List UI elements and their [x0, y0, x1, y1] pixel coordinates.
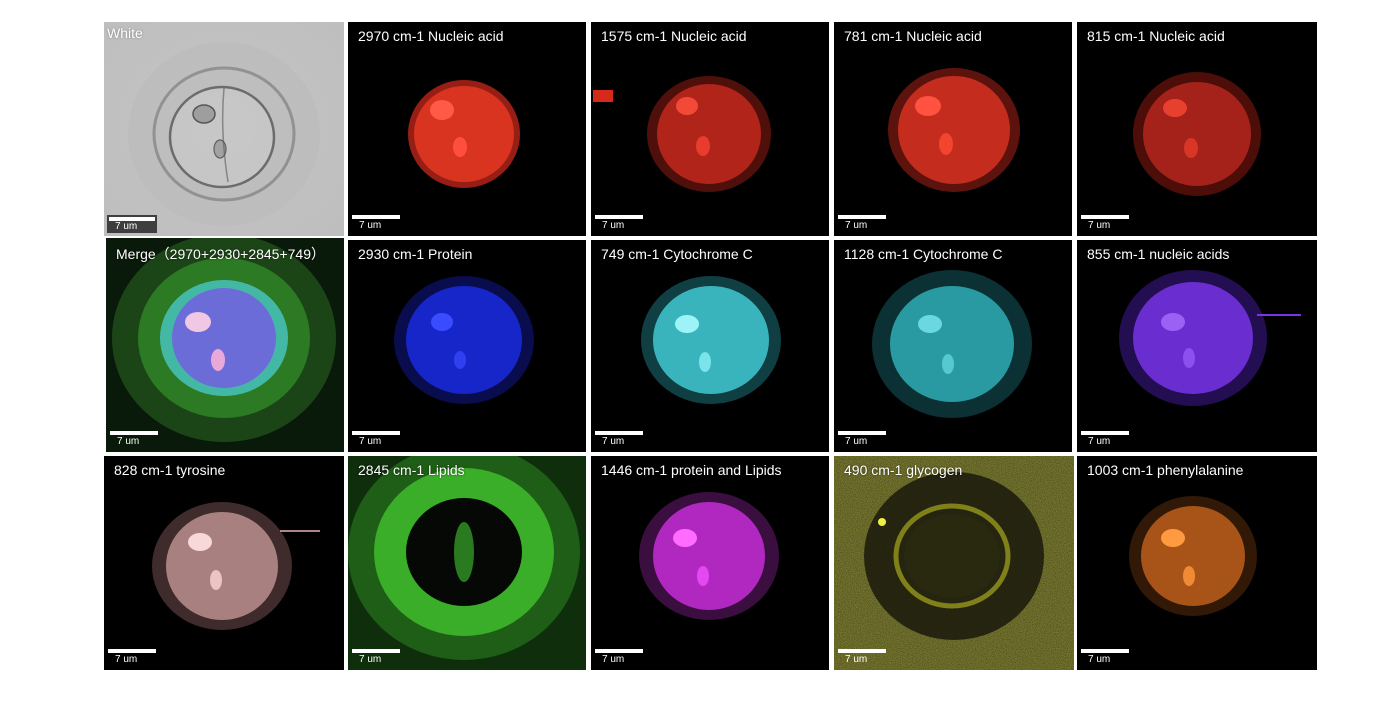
scale-bar-label: 7 um: [117, 436, 140, 447]
raman-map-image: [872, 270, 1032, 418]
scale-bar: 7 um: [107, 215, 157, 233]
raman-map-image: [394, 276, 534, 404]
scale-bar-label: 7 um: [359, 220, 382, 231]
scale-bar-label: 7 um: [845, 436, 868, 447]
scale-bar: 7 um: [352, 215, 400, 231]
scale-bar: 7 um: [595, 215, 643, 231]
raman-map-image: [348, 456, 586, 670]
scale-bar: 7 um: [595, 649, 643, 665]
raman-map-image: [834, 456, 1074, 670]
panel-label: 2970 cm-1 Nucleic acid: [358, 28, 504, 44]
panel-label: 1128 cm-1 Cytochrome C: [844, 246, 1003, 262]
scale-bar: 7 um: [108, 649, 156, 665]
raman-map-image: [1129, 496, 1257, 616]
image-panel-1003-phenylalanine: 1003 cm-1 phenylalanine 7 um: [1077, 456, 1317, 670]
raman-map-image: [888, 68, 1020, 192]
image-panel-merge: Merge（2970+2930+2845+749） 7 um: [106, 238, 344, 452]
scale-bar-label: 7 um: [115, 654, 138, 665]
panel-label: 2930 cm-1 Protein: [358, 246, 473, 262]
scale-bar: 7 um: [352, 431, 400, 447]
raman-map-image: [1119, 270, 1301, 406]
brightfield-cell-image: [104, 22, 344, 236]
panel-label: White: [107, 25, 143, 41]
panel-label: 815 cm-1 Nucleic acid: [1087, 28, 1225, 44]
panel-label: 1575 cm-1 Nucleic acid: [601, 28, 747, 44]
scale-bar: 7 um: [1081, 215, 1129, 231]
scale-bar: 7 um: [838, 649, 886, 665]
raman-map-image: [639, 492, 779, 620]
scale-bar: 7 um: [838, 431, 886, 447]
raman-map-image: [1133, 72, 1261, 196]
scale-bar-label: 7 um: [602, 220, 625, 231]
panel-label: 749 cm-1 Cytochrome C: [601, 246, 753, 262]
scale-bar: 7 um: [838, 215, 886, 231]
panel-label: 2845 cm-1 Lipids: [358, 462, 465, 478]
raman-map-image: [593, 76, 771, 192]
scale-bar: 7 um: [352, 649, 400, 665]
panel-label: 1446 cm-1 protein and Lipids: [601, 462, 782, 478]
scale-bar-label: 7 um: [1088, 654, 1111, 665]
raman-map-image: [152, 502, 320, 630]
image-panel-815-nucleic-acid: 815 cm-1 Nucleic acid 7 um: [1077, 22, 1317, 236]
image-panel-2930-protein: 2930 cm-1 Protein 7 um: [348, 240, 586, 452]
image-panel-1575-nucleic-acid: 1575 cm-1 Nucleic acid 7 um: [591, 22, 829, 236]
scale-bar-label: 7 um: [602, 654, 625, 665]
image-panel-749-cytochrome-c: 749 cm-1 Cytochrome C 7 um: [591, 240, 829, 452]
scale-bar-label: 7 um: [845, 220, 868, 231]
panel-label: 828 cm-1 tyrosine: [114, 462, 226, 478]
scale-bar-label: 7 um: [359, 436, 382, 447]
image-panel-2970-nucleic-acid: 2970 cm-1 Nucleic acid 7 um: [348, 22, 586, 236]
image-panel-white: White 7 um: [104, 22, 344, 236]
scale-bar: 7 um: [110, 431, 158, 447]
panel-label: 1003 cm-1 phenylalanine: [1087, 462, 1244, 478]
image-panel-1446-protein-and-lipids: 1446 cm-1 protein and Lipids 7 um: [591, 456, 829, 670]
scale-bar-label: 7 um: [1088, 436, 1111, 447]
image-panel-490-glycogen: 490 cm-1 glycogen 7 um: [834, 456, 1074, 670]
scale-bar: 7 um: [1081, 649, 1129, 665]
image-panel-855-nucleic-acids: 855 cm-1 nucleic acids 7 um: [1077, 240, 1317, 452]
scale-bar-label: 7 um: [1088, 220, 1111, 231]
image-panel-1128-cytochrome-c: 1128 cm-1 Cytochrome C 7 um: [834, 240, 1072, 452]
scale-bar-label: 7 um: [845, 654, 868, 665]
image-panel-781-nucleic-acid: 781 cm-1 Nucleic acid 7 um: [834, 22, 1072, 236]
image-panel-828-tyrosine: 828 cm-1 tyrosine 7 um: [104, 456, 344, 670]
scale-bar: 7 um: [595, 431, 643, 447]
panel-label: 781 cm-1 Nucleic acid: [844, 28, 982, 44]
image-panel-2845-lipids: 2845 cm-1 Lipids 7 um: [348, 456, 586, 670]
raman-map-image: [408, 80, 520, 188]
panel-label: Merge（2970+2930+2845+749）: [116, 246, 326, 262]
panel-label: 855 cm-1 nucleic acids: [1087, 246, 1230, 262]
scale-bar-label: 7 um: [602, 436, 625, 447]
raman-map-image: [106, 238, 344, 452]
scale-bar-label: 7 um: [359, 654, 382, 665]
scale-bar: 7 um: [1081, 431, 1129, 447]
raman-map-image: [641, 276, 781, 404]
panel-label: 490 cm-1 glycogen: [844, 462, 963, 478]
scale-bar-label: 7 um: [115, 221, 138, 232]
